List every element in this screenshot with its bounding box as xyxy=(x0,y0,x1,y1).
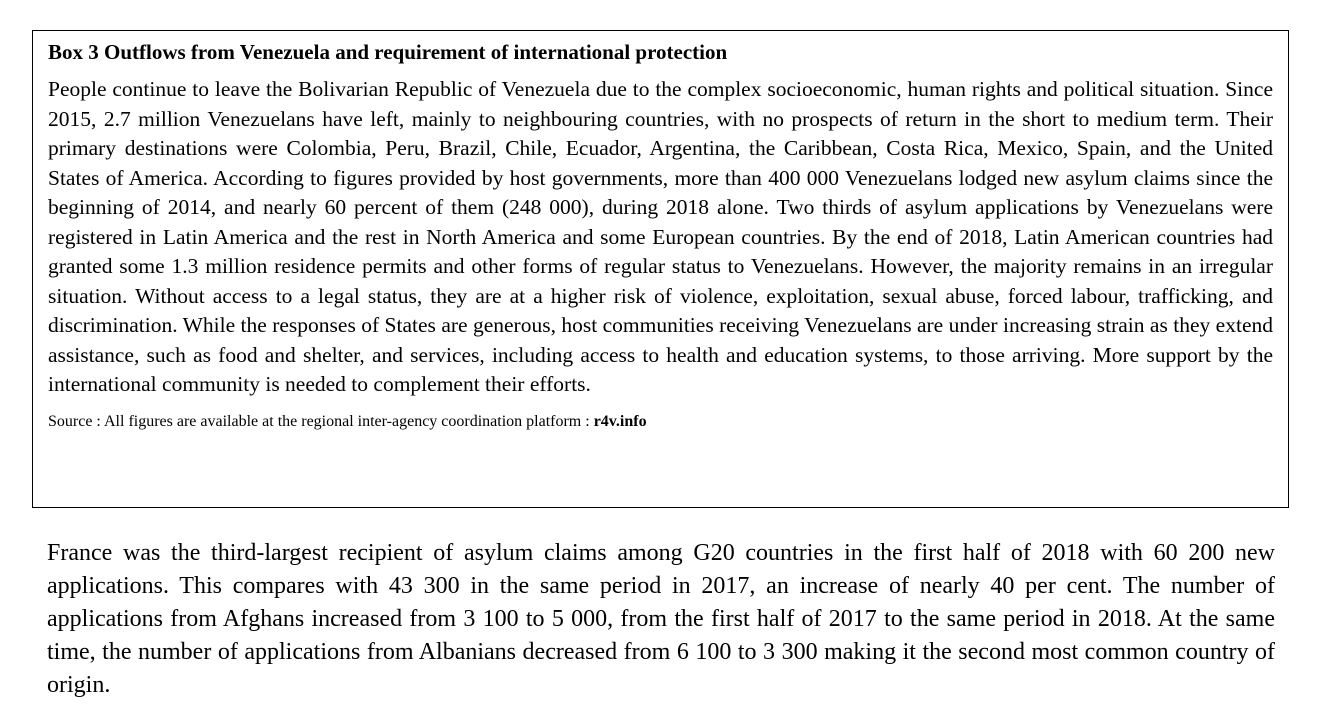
box-source-note: Source : All figures are available at th… xyxy=(48,412,1273,432)
source-text: Source : All figures are available at th… xyxy=(48,412,594,430)
box-3: Box 3 Outflows from Venezuela and requir… xyxy=(32,30,1289,508)
box-title: Box 3 Outflows from Venezuela and requir… xyxy=(48,40,728,64)
box-body-text: People continue to leave the Bolivarian … xyxy=(48,77,1273,396)
source-link[interactable]: r4v.info xyxy=(593,412,647,430)
body-paragraph: France was the third-largest recipient o… xyxy=(47,540,1275,698)
